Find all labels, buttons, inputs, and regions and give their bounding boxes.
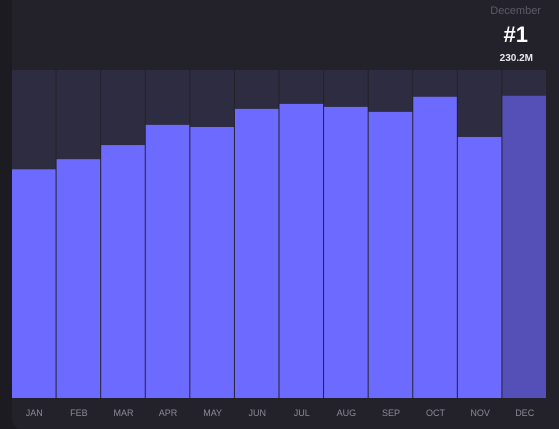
bar-jun[interactable] [234,108,279,399]
month-label-jul: JUL [294,408,310,418]
month-label-jan: JAN [26,408,43,418]
bar-apr[interactable] [145,124,190,399]
month-label-jun: JUN [248,408,266,418]
bar-oct[interactable] [413,96,457,398]
month-label-feb: FEB [70,408,88,418]
bar-sep[interactable] [368,111,413,398]
bar-may[interactable] [190,126,234,399]
month-label-sep: SEP [382,408,400,418]
month-label-oct: OCT [426,408,446,418]
month-label-mar: MAR [113,408,134,418]
month-label-dec: DEC [515,408,535,418]
month-label-aug: AUG [337,408,357,418]
month-label-nov: NOV [470,408,490,418]
bar-jul[interactable] [279,103,324,398]
rank-label: #1 [503,22,528,47]
bar-feb[interactable] [56,159,101,398]
selected-month-label: December [490,5,541,17]
bar-jan[interactable] [12,169,56,398]
chart-card: December #1 230.2M JAN FEB MAR APR MAY JUN JUL… [12,0,559,429]
selected-value-label: 230.2M [499,53,533,64]
month-label-may: MAY [203,408,222,418]
bar-nov[interactable] [457,136,502,398]
month-label-apr: APR [159,408,178,418]
bar-aug[interactable] [324,106,368,399]
bar-dec[interactable] [502,95,546,398]
bar-mar[interactable] [101,145,145,398]
monthly-bar-chart: JAN FEB MAR APR MAY JUN JUL AUG SEP OCT NOV DEC [12,70,546,418]
